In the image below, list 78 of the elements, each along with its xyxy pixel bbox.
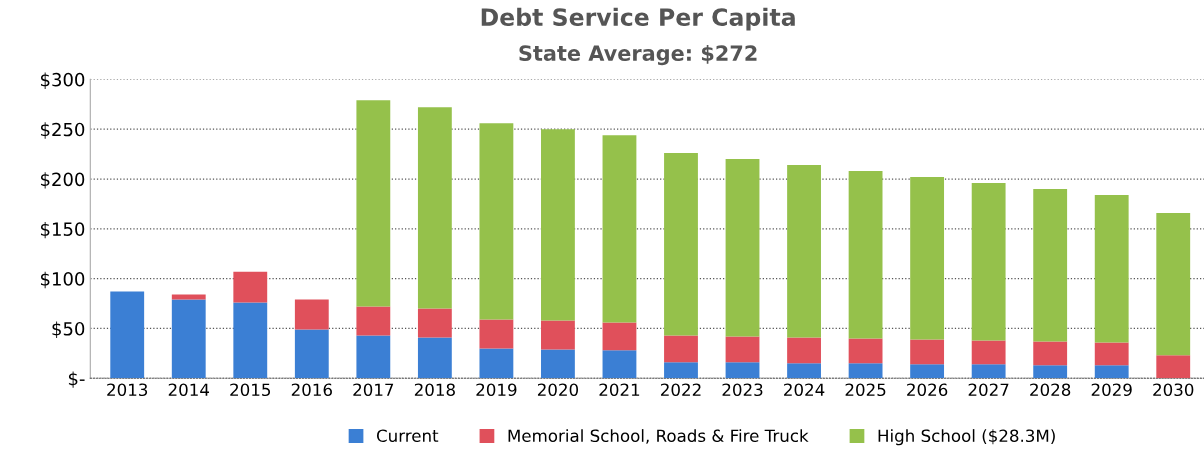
bar xyxy=(1033,341,1068,366)
bar xyxy=(971,364,1006,379)
bar xyxy=(848,171,883,339)
x-tick-label: 2020 xyxy=(537,383,579,397)
legend-label: Memorial School, Roads & Fire Truck xyxy=(508,429,809,444)
bar xyxy=(1094,342,1129,366)
bar xyxy=(664,335,698,363)
bar xyxy=(294,299,329,330)
bar xyxy=(787,165,821,338)
x-tick-label: 2017 xyxy=(353,383,394,397)
bar xyxy=(1094,365,1129,379)
bar xyxy=(910,364,945,379)
bar xyxy=(787,363,821,379)
bar xyxy=(1156,355,1191,379)
bar xyxy=(1033,188,1068,342)
bar xyxy=(479,348,514,379)
bar xyxy=(602,135,637,323)
legend-label: Current xyxy=(376,429,439,443)
y-tick-label: $- xyxy=(68,371,85,388)
chart-title: Debt Service Per Capita xyxy=(481,7,795,31)
bar xyxy=(848,363,883,379)
x-tick-label: 2025 xyxy=(845,383,886,397)
bar xyxy=(910,177,945,340)
y-tick-label: $100 xyxy=(40,271,85,289)
y-tick-label: $300 xyxy=(40,72,85,89)
x-tick-label: 2015 xyxy=(230,383,271,397)
x-tick-label: 2030 xyxy=(1153,383,1194,397)
bar xyxy=(356,306,391,336)
x-tick-label: 2014 xyxy=(168,383,210,397)
bar xyxy=(417,337,452,379)
chart-subtitle: State Average: $272 xyxy=(519,44,757,66)
bar xyxy=(664,153,698,336)
bar xyxy=(725,362,760,379)
bar xyxy=(971,340,1006,365)
bar xyxy=(541,349,575,379)
bar xyxy=(479,319,514,349)
bar xyxy=(1033,365,1068,379)
bar xyxy=(356,335,391,379)
bar xyxy=(910,339,945,365)
bar xyxy=(479,123,514,320)
bar xyxy=(725,336,760,363)
bar xyxy=(417,308,452,338)
x-tick-label: 2029 xyxy=(1091,383,1132,397)
x-tick-label: 2021 xyxy=(599,383,640,397)
x-tick-label: 2026 xyxy=(907,383,948,397)
legend-label: High School ($28.3M) xyxy=(878,429,1055,446)
bar xyxy=(664,362,698,379)
x-tick-label: 2013 xyxy=(107,383,148,397)
x-tick-label: 2023 xyxy=(722,383,763,397)
bar xyxy=(541,129,575,321)
bar xyxy=(787,337,821,364)
bar xyxy=(294,329,329,379)
bar xyxy=(110,291,145,379)
x-tick-label: 2028 xyxy=(1030,383,1071,397)
bar xyxy=(1094,194,1129,343)
x-tick-label: 2016 xyxy=(291,383,332,397)
x-tick-label: 2022 xyxy=(661,383,701,397)
bar xyxy=(725,159,760,337)
bar xyxy=(848,338,883,364)
bar xyxy=(541,320,575,350)
y-tick-label: $250 xyxy=(40,122,85,139)
bar xyxy=(602,350,637,379)
bar xyxy=(233,302,268,379)
y-tick-label: $150 xyxy=(40,221,85,239)
bar xyxy=(356,100,391,307)
x-tick-label: 2027 xyxy=(968,383,1009,397)
y-tick-label: $50 xyxy=(52,321,85,338)
bar xyxy=(171,299,206,379)
x-tick-label: 2024 xyxy=(784,383,825,397)
x-tick-label: 2019 xyxy=(476,383,517,397)
bar xyxy=(971,183,1006,341)
y-tick-label: $200 xyxy=(40,172,85,189)
bar xyxy=(233,271,268,303)
bar xyxy=(602,322,637,351)
bar xyxy=(171,294,206,300)
bar xyxy=(1156,212,1191,356)
bar xyxy=(417,107,452,309)
x-tick-label: 2018 xyxy=(414,383,455,397)
